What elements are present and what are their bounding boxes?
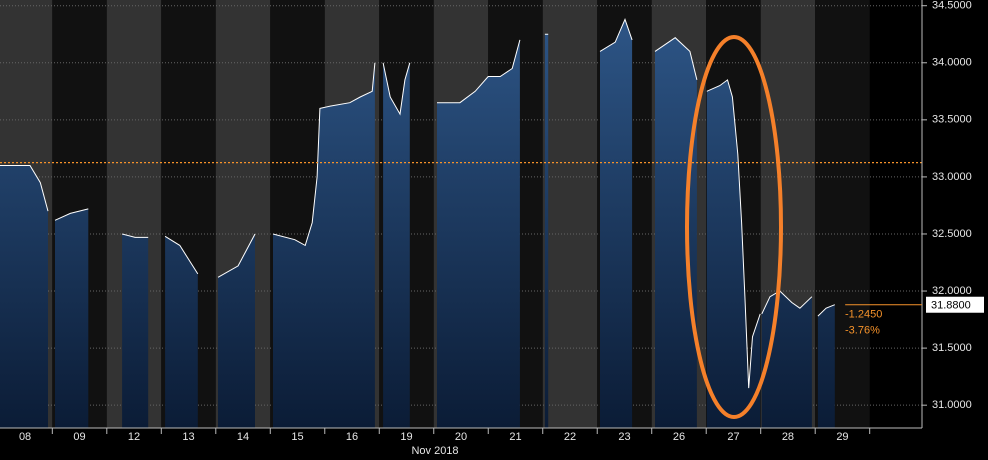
x-tick-label: 19 xyxy=(400,431,412,443)
area xyxy=(0,19,835,429)
x-axis-label: Nov 2018 xyxy=(411,445,458,457)
x-tick-label: 15 xyxy=(291,431,303,443)
y-tick-label: 31.5000 xyxy=(932,342,972,354)
x-tick-label: 13 xyxy=(182,431,194,443)
highlight-ellipse xyxy=(685,35,783,419)
x-tick-label: 26 xyxy=(673,431,685,443)
x-tick-label: 23 xyxy=(618,431,630,443)
price-line xyxy=(0,18,835,389)
y-tick-label: 34.5000 xyxy=(932,0,972,12)
x-tick-label: 21 xyxy=(509,431,521,443)
x-tick-label: 12 xyxy=(128,431,140,443)
last-price-label: 31.8800 xyxy=(931,300,971,312)
change-pct-label: -3.76% xyxy=(845,325,880,337)
x-tick-label: 28 xyxy=(782,431,794,443)
x-tick-label: 09 xyxy=(73,431,85,443)
x-tick-label: 20 xyxy=(455,431,467,443)
change-label: -1.2450 xyxy=(845,309,882,321)
day-band xyxy=(542,0,598,428)
last-price-box xyxy=(926,296,984,313)
x-tick-label: 14 xyxy=(237,431,249,443)
x-tick-label: 27 xyxy=(727,431,739,443)
y-tick-label: 33.0000 xyxy=(932,171,972,183)
y-tick-label: 31.0000 xyxy=(932,399,972,411)
x-tick-label: 08 xyxy=(19,431,31,443)
x-tick-label: 16 xyxy=(346,431,358,443)
x-axis-band xyxy=(0,428,988,460)
y-tick-label: 32.5000 xyxy=(932,228,972,240)
y-tick-label: 32.0000 xyxy=(932,285,972,297)
x-tick-label: 29 xyxy=(836,431,848,443)
y-tick-label: 33.5000 xyxy=(932,114,972,126)
x-tick-label: 22 xyxy=(564,431,576,443)
y-tick-label: 34.0000 xyxy=(932,57,972,69)
